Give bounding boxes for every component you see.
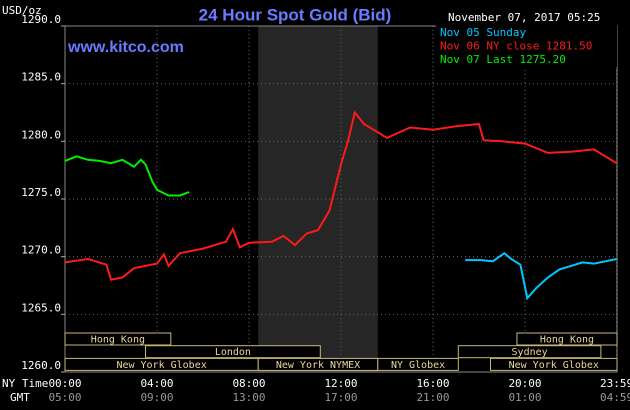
y-tick-label: 1285.0 — [21, 71, 61, 84]
session-bar — [490, 357, 618, 371]
session-label: Sydney — [512, 347, 548, 358]
gmt-tick-label: 13:00 — [232, 391, 265, 404]
session-label: New York Globex — [509, 360, 599, 371]
x-tick-label: 04:00 — [140, 377, 173, 390]
y-tick-label: 1275.0 — [21, 186, 61, 199]
series-line — [64, 110, 618, 281]
series-line — [64, 155, 190, 197]
x-tick-label: 23:59 — [600, 377, 630, 390]
x-row-label: GMT — [10, 391, 30, 404]
y-tick-label: 1290.0 — [21, 13, 61, 26]
legend-entry: Nov 05 Sunday — [440, 26, 526, 39]
x-tick-label: 00:00 — [48, 377, 81, 390]
legend-box — [436, 25, 617, 67]
session-label: Hong Kong — [540, 335, 594, 346]
gmt-tick-label: 05:00 — [48, 391, 81, 404]
x-tick-label: 20:00 — [508, 377, 541, 390]
y-tick-label: 1270.0 — [21, 244, 61, 257]
session-bar — [145, 345, 321, 359]
gmt-tick-label: 01:00 — [508, 391, 541, 404]
y-axis-label: USD/oz — [2, 4, 42, 17]
session-label: NY Globex — [391, 360, 445, 371]
gmt-tick-label: 17:00 — [324, 391, 357, 404]
series-line — [465, 251, 617, 301]
gmt-tick-label: 21:00 — [416, 391, 449, 404]
y-tick-label: 1260.0 — [21, 359, 61, 372]
x-tick-label: 12:00 — [324, 377, 357, 390]
y-tick-label: 1265.0 — [21, 301, 61, 314]
session-bar — [457, 345, 602, 359]
x-tick-label: 16:00 — [416, 377, 449, 390]
y-tick-label: 1280.0 — [21, 128, 61, 141]
gmt-tick-label: 09:00 — [140, 391, 173, 404]
gmt-tick-label: 04:59 — [600, 391, 630, 404]
session-bar — [64, 332, 172, 346]
x-row-label: NY Time — [2, 377, 48, 390]
session-label: London — [215, 347, 251, 358]
chart-title: 24 Hour Spot Gold (Bid) — [199, 5, 392, 24]
session-label: Hong Kong — [91, 335, 145, 346]
x-tick-label: 08:00 — [232, 377, 265, 390]
session-bar — [377, 357, 459, 371]
plot-frame — [64, 25, 618, 373]
session-label: New York NYMEX — [276, 360, 360, 371]
legend-entry: Nov 07 Last 1275.20 — [440, 53, 566, 66]
subtitle: www.kitco.com — [67, 39, 184, 56]
timestamp: November 07, 2017 05:25 — [448, 11, 600, 24]
session-bar — [516, 332, 618, 346]
legend-entry: Nov 06 NY close 1281.50 — [440, 40, 592, 53]
session-label: New York Globex — [116, 360, 206, 371]
